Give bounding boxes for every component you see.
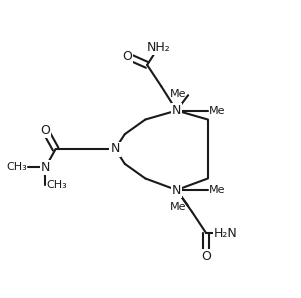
Text: NH₂: NH₂: [146, 41, 170, 54]
Text: Me: Me: [209, 185, 226, 195]
Text: N: N: [110, 142, 120, 156]
Text: O: O: [201, 250, 211, 263]
Text: Me: Me: [170, 202, 187, 212]
Text: H₂N: H₂N: [214, 226, 238, 240]
Text: Me: Me: [209, 105, 226, 116]
Text: CH₃: CH₃: [47, 180, 67, 190]
Text: Me: Me: [170, 89, 187, 99]
Text: N: N: [41, 161, 50, 174]
Text: N: N: [172, 104, 181, 117]
Text: O: O: [123, 50, 132, 63]
Text: CH₃: CH₃: [6, 162, 27, 173]
Text: N: N: [172, 184, 181, 196]
Text: O: O: [40, 124, 50, 137]
